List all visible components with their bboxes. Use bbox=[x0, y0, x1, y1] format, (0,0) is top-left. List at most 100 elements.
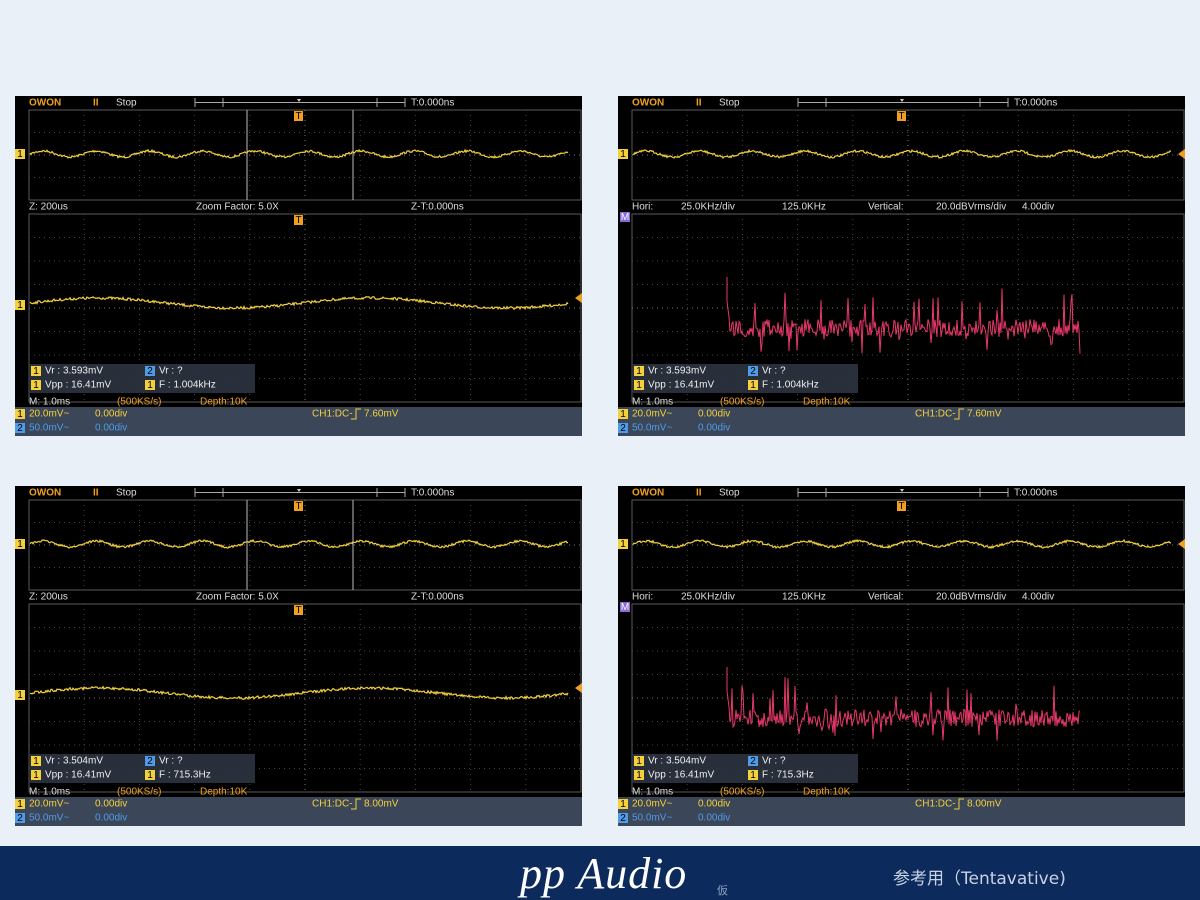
info-text: 4.00div bbox=[1022, 592, 1054, 603]
note: 参考用（Tentavative) bbox=[893, 869, 1066, 889]
channel-badge: 1 bbox=[17, 300, 23, 311]
brand-logo: OWON bbox=[632, 98, 664, 109]
memory-bar bbox=[194, 488, 406, 497]
channel-badge-bg bbox=[31, 770, 41, 780]
info-text: Z: 200us bbox=[29, 202, 68, 213]
sample-rate: (500KS/s) bbox=[117, 397, 161, 408]
channel-badge: 1 bbox=[147, 380, 153, 391]
channel-badge: 1 bbox=[636, 756, 642, 767]
logo: pp Audio bbox=[520, 849, 688, 898]
trigger-edge-icon bbox=[954, 798, 964, 810]
channel-badge-bg bbox=[15, 539, 25, 549]
channel-badge: 1 bbox=[620, 799, 626, 810]
channel-badge-bg bbox=[145, 366, 155, 376]
measurement: Vr : ? bbox=[762, 756, 786, 767]
channel-badge: 1 bbox=[33, 756, 39, 767]
trigger-level-arrow bbox=[1178, 539, 1185, 549]
fft-spectrum bbox=[726, 277, 1081, 354]
channel-badge: 2 bbox=[620, 423, 626, 434]
info-text: Z-T:0.000ns bbox=[411, 592, 464, 603]
info-text: Z-T:0.000ns bbox=[411, 202, 464, 213]
measurement: F : 715.3Hz bbox=[159, 770, 211, 781]
channel-badge: 2 bbox=[147, 366, 153, 377]
info-text: 20.0dBVrms/div bbox=[936, 592, 1006, 603]
channel-badge-bg bbox=[748, 770, 758, 780]
channel-offset: 0.00div bbox=[95, 409, 127, 420]
channel-badge-bg bbox=[634, 380, 644, 390]
run-state: Stop bbox=[116, 488, 137, 499]
info-text: 25.0KHz/div bbox=[681, 592, 735, 603]
memory-pointer bbox=[297, 489, 301, 492]
channel-badge: 1 bbox=[33, 380, 39, 391]
channel-scale: 50.0mV~ bbox=[29, 423, 69, 434]
brand-logo: OWON bbox=[29, 488, 61, 499]
channel-badge: 1 bbox=[17, 799, 23, 810]
timebase: M: 1.0ms bbox=[29, 787, 70, 798]
channel-scale: 50.0mV~ bbox=[29, 813, 69, 824]
channel-badge-bg bbox=[15, 799, 25, 809]
channel-offset: 0.00div bbox=[95, 799, 127, 810]
measurement: Vpp : 16.41mV bbox=[45, 380, 111, 391]
channel-badge: 1 bbox=[636, 770, 642, 781]
waveform bbox=[632, 538, 1172, 550]
trigger-source: CH1:DC- bbox=[312, 799, 353, 810]
trigger-time: T:0.000ns bbox=[411, 98, 454, 109]
channel-offset: 0.00div bbox=[698, 423, 730, 434]
channel-badge-bg bbox=[748, 366, 758, 376]
trigger-level-arrow bbox=[1178, 149, 1185, 159]
trigger-edge-icon bbox=[351, 798, 361, 810]
channel-badge: 2 bbox=[620, 813, 626, 824]
depth: Depth:10K bbox=[803, 397, 851, 408]
measurement: Vpp : 16.41mV bbox=[648, 380, 714, 391]
info-text: Vertical: bbox=[868, 202, 904, 213]
fft-spectrum bbox=[726, 667, 1081, 741]
trigger-marker-bg bbox=[294, 605, 303, 615]
channel-badge-bg bbox=[31, 366, 41, 376]
channel-offset: 0.00div bbox=[698, 813, 730, 824]
channel-offset: 0.00div bbox=[698, 799, 730, 810]
channel-badge-bg bbox=[15, 300, 25, 310]
trigger-level-arrow bbox=[575, 683, 582, 693]
measurement: Vr : 3.504mV bbox=[648, 756, 706, 767]
info-text: Hori: bbox=[632, 592, 653, 603]
waveform bbox=[29, 296, 569, 311]
trigger-edge-icon bbox=[954, 408, 964, 420]
channel-scale: 50.0mV~ bbox=[632, 813, 672, 824]
channel-scale: 20.0mV~ bbox=[632, 409, 672, 420]
measurement: Vr : 3.593mV bbox=[648, 366, 706, 377]
trigger-marker: T bbox=[898, 501, 904, 512]
channel-badge-bg bbox=[145, 380, 155, 390]
channel-badge-bg bbox=[15, 423, 25, 433]
channel-badge: 2 bbox=[17, 813, 23, 824]
channel-badge: 1 bbox=[620, 409, 626, 420]
channel-badge-bg bbox=[634, 756, 644, 766]
sample-rate: (500KS/s) bbox=[720, 397, 764, 408]
channel-badge: 1 bbox=[750, 770, 756, 781]
channel-offset: 0.00div bbox=[698, 409, 730, 420]
run-state: Stop bbox=[719, 488, 740, 499]
trigger-marker: T bbox=[295, 501, 301, 512]
math-marker-bg bbox=[620, 212, 630, 222]
channel-badge: 2 bbox=[750, 756, 756, 767]
channel-scale: 20.0mV~ bbox=[632, 799, 672, 810]
channel-badge: 1 bbox=[750, 380, 756, 391]
channel-badge: 1 bbox=[620, 149, 626, 160]
channel-badge-bg bbox=[15, 690, 25, 700]
measurement: F : 715.3Hz bbox=[762, 770, 814, 781]
info-text: 20.0dBVrms/div bbox=[936, 202, 1006, 213]
status-bar bbox=[618, 407, 1185, 436]
math-marker-bg bbox=[620, 602, 630, 612]
math-marker: M bbox=[621, 602, 629, 613]
memory-bar bbox=[797, 98, 1009, 107]
trigger-marker: T bbox=[295, 215, 301, 226]
measurement: Vpp : 16.41mV bbox=[45, 770, 111, 781]
trigger-source: CH1:DC- bbox=[915, 409, 956, 420]
run-indicator: II bbox=[93, 98, 99, 109]
channel-badge-bg bbox=[618, 409, 628, 419]
trigger-marker-bg bbox=[897, 501, 906, 511]
channel-badge-bg bbox=[15, 149, 25, 159]
status-bar bbox=[618, 797, 1185, 826]
trigger-source: CH1:DC- bbox=[312, 409, 353, 420]
